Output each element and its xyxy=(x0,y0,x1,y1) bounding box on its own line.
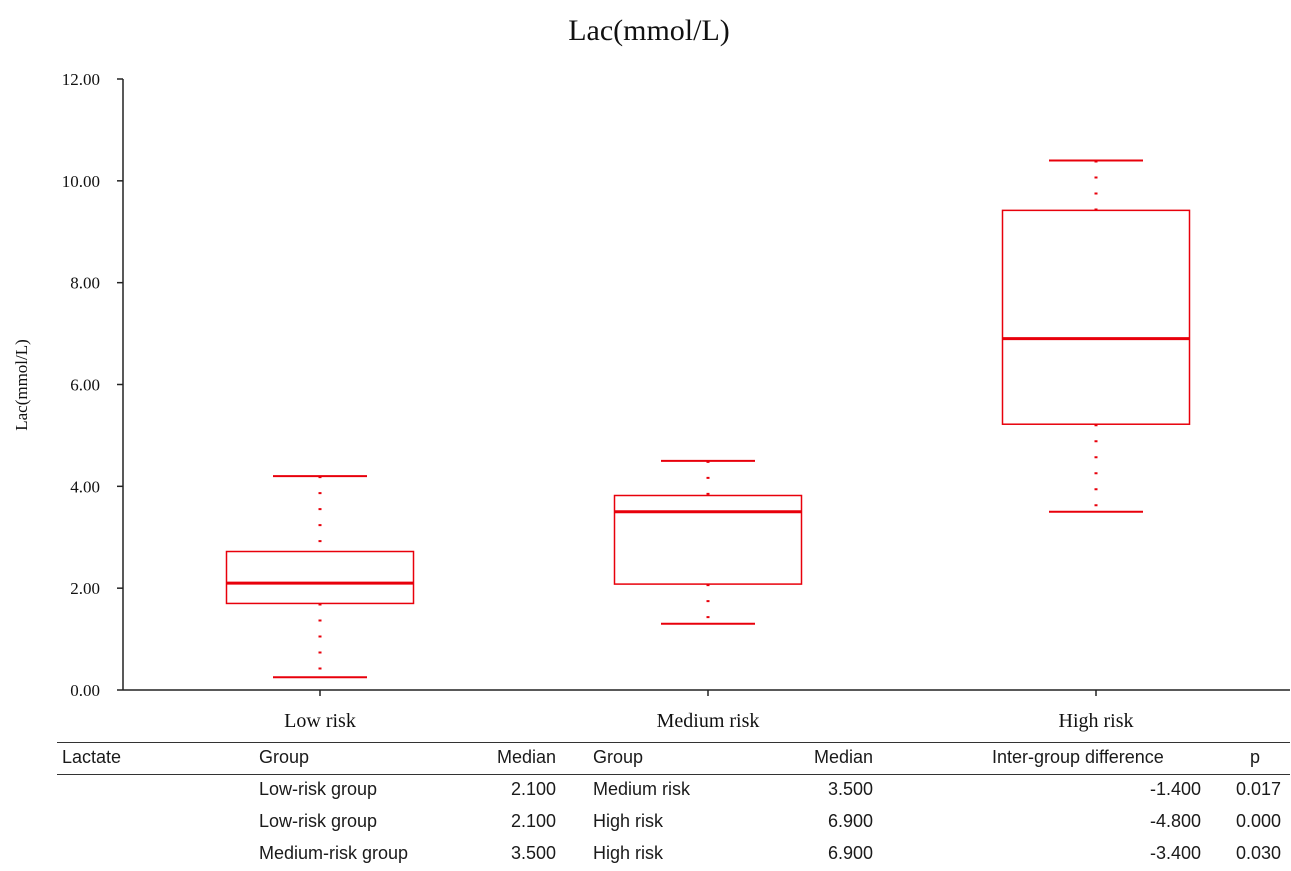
table-row: Low-risk group 2.100 High risk 6.900 -4.… xyxy=(0,806,1291,838)
cell-p: 0.030 xyxy=(1235,843,1281,863)
iqr-box xyxy=(613,494,803,585)
cell-median-2: 6.900 xyxy=(827,843,873,863)
header-lactate: Lactate xyxy=(62,747,122,767)
header-group-1: Group xyxy=(259,747,310,767)
table-top-rule xyxy=(57,742,1290,743)
x-tick-label: Medium risk xyxy=(657,710,760,732)
cell-median-1: 3.500 xyxy=(510,843,556,863)
cell-median-1: 2.100 xyxy=(510,811,556,831)
cell-median-2: 6.900 xyxy=(827,811,873,831)
y-tick-label: 10.00 xyxy=(62,172,100,191)
table-row: Medium-risk group 3.500 High risk 6.900 … xyxy=(0,838,1291,870)
cell-median-1: 2.100 xyxy=(510,779,556,799)
cell-group-2: High risk xyxy=(593,843,664,863)
cell-median-2: 3.500 xyxy=(827,779,873,799)
table-header-rule xyxy=(57,774,1290,775)
chart-title: Lac(mmol/L) xyxy=(568,14,730,47)
box-medium-risk: Medium risk xyxy=(613,459,803,732)
cell-p: 0.000 xyxy=(1235,811,1281,831)
cell-group-2: Medium risk xyxy=(593,779,691,799)
header-p: p xyxy=(1250,747,1261,767)
header-median-2: Median xyxy=(813,747,873,767)
box-low-risk: Low risk xyxy=(225,475,415,732)
cell-group-1: Medium-risk group xyxy=(259,843,409,863)
iqr-box xyxy=(1001,209,1191,425)
x-tick-label: Low risk xyxy=(284,710,356,732)
table-header-row: Lactate Group Median Group Median Inter-… xyxy=(0,742,1291,774)
y-tick-label: 12.00 xyxy=(62,70,100,89)
table-row: Low-risk group 2.100 Medium risk 3.500 -… xyxy=(0,774,1291,806)
y-tick-label: 8.00 xyxy=(70,274,100,293)
box-high-risk: High risk xyxy=(1001,159,1191,732)
y-tick-label: 6.00 xyxy=(70,376,100,395)
header-group-2: Group xyxy=(593,747,644,767)
cell-p: 0.017 xyxy=(1235,779,1281,799)
cell-inter-group-difference: -1.400 xyxy=(1149,779,1201,799)
y-axis-ticks: 0.00 2.00 4.00 6.00 8.00 10.00 12.00 xyxy=(62,70,123,700)
y-axis-label: Lac(mmol/L) xyxy=(12,339,31,431)
header-median-1: Median xyxy=(496,747,556,767)
cell-group-1: Low-risk group xyxy=(259,811,378,831)
cell-group-2: High risk xyxy=(593,811,664,831)
cell-inter-group-difference: -4.800 xyxy=(1149,811,1201,831)
stats-table: Lactate Group Median Group Median Inter-… xyxy=(0,742,1291,870)
box-plot-chart: Lac(mmol/L) Lac(mmol/L) 0.00 2.00 4.00 6.00… xyxy=(12,14,1290,732)
header-inter-group-difference: Inter-group difference xyxy=(992,747,1164,767)
y-tick-label: 4.00 xyxy=(70,477,100,496)
y-tick-label: 2.00 xyxy=(70,579,100,598)
y-tick-label: 0.00 xyxy=(70,681,100,700)
iqr-box xyxy=(225,550,415,605)
cell-inter-group-difference: -3.400 xyxy=(1149,843,1201,863)
boxes-layer: Low risk Medium risk High risk xyxy=(225,159,1191,732)
x-tick-label: High risk xyxy=(1059,710,1134,732)
cell-group-1: Low-risk group xyxy=(259,779,378,799)
